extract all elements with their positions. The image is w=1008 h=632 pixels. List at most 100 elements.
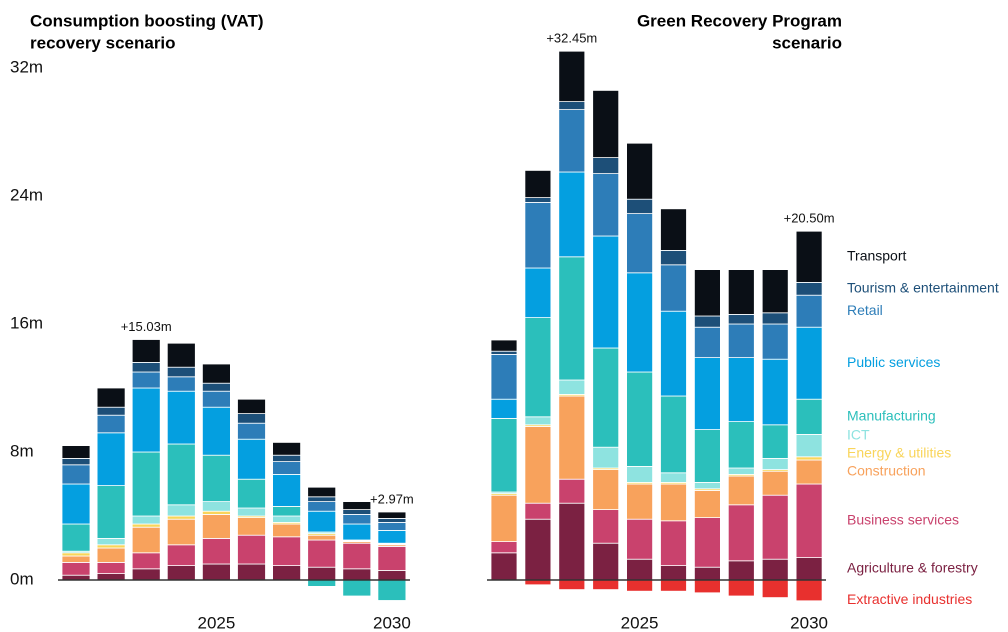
bar-segment <box>96 547 126 563</box>
bar-segment <box>660 483 687 522</box>
bar-segment <box>307 566 337 581</box>
bar-segment <box>96 387 126 408</box>
bar-segment <box>131 515 161 525</box>
legend-label: Public services <box>847 354 940 370</box>
bar-segment <box>237 398 266 415</box>
bar-segment <box>795 579 823 602</box>
bar-segment <box>761 558 789 581</box>
bar-segment <box>307 486 337 498</box>
y-tick-label: 32m <box>10 57 43 76</box>
bar-segment <box>761 470 789 496</box>
bar-segment <box>272 505 302 517</box>
chart-title: Green Recovery Program <box>637 11 842 30</box>
bar-segment <box>694 269 721 317</box>
x-tick-label: 2025 <box>197 613 235 632</box>
bar-segment <box>166 342 196 368</box>
bar-segment <box>96 544 126 549</box>
bar-segment <box>660 565 687 581</box>
bar-segment <box>761 579 789 599</box>
y-tick-label: 16m <box>10 313 43 332</box>
bar-segment <box>490 552 518 581</box>
bar-segment <box>201 390 231 408</box>
bar-segment <box>727 323 755 358</box>
bar-segment <box>131 552 161 570</box>
bar-segment <box>237 507 266 517</box>
legend-label: Agriculture & forestry <box>847 560 978 576</box>
bar-segment <box>166 504 196 517</box>
bar-segment <box>96 562 126 575</box>
bar-segment <box>592 90 620 158</box>
bar-segment <box>377 511 407 519</box>
bar-segment <box>626 558 653 581</box>
bar-segment <box>592 542 620 581</box>
bar-segment <box>166 443 196 506</box>
bar-segment <box>592 173 620 237</box>
bar-segment <box>131 361 161 373</box>
bar-segment <box>237 478 266 509</box>
bar-segment <box>342 501 372 511</box>
bar-segment <box>524 267 552 318</box>
bar-segment <box>626 371 653 467</box>
bar-segment <box>201 382 231 392</box>
bar-segment <box>795 459 823 485</box>
bar-segment <box>761 457 789 470</box>
legend-label: Manufacturing <box>847 408 936 424</box>
bar-segment <box>524 169 552 198</box>
bar-segment <box>490 353 518 400</box>
bar-segment <box>237 438 266 480</box>
bar-segment <box>694 489 721 518</box>
bar-segment <box>626 579 653 592</box>
bar-segment <box>131 371 161 389</box>
bar-segment <box>524 197 552 203</box>
bar-segment <box>131 526 161 554</box>
bar-segment <box>558 579 586 591</box>
bar-segment <box>524 502 552 520</box>
bar-segment <box>377 579 407 601</box>
bar-segment <box>272 441 302 456</box>
bar-segment <box>131 568 161 581</box>
bar-segment <box>626 483 653 520</box>
bar-segment <box>61 464 91 485</box>
bar-segment <box>592 446 620 469</box>
bar-segment <box>660 264 687 312</box>
bar-segment <box>694 481 721 490</box>
bar-segment <box>166 390 196 445</box>
x-tick-label: 2025 <box>621 613 659 632</box>
bar-segment <box>377 546 407 571</box>
chart-title: Consumption boosting (VAT) <box>30 11 264 30</box>
x-tick-label: 2030 <box>790 613 828 632</box>
bar-segment <box>490 339 518 352</box>
y-tick-label: 24m <box>10 185 43 204</box>
bar-segment <box>626 142 653 200</box>
bar-segment <box>727 504 755 562</box>
bar-segment <box>558 50 586 103</box>
bar-segment <box>490 494 518 543</box>
bar-segment <box>694 517 721 568</box>
bar-segment <box>558 171 586 258</box>
bar-segment <box>761 323 789 360</box>
bar-segment <box>795 281 823 296</box>
bar-segment <box>626 272 653 373</box>
bar-segment <box>524 425 552 504</box>
bar-segment <box>131 523 161 528</box>
bar-segment <box>61 483 91 525</box>
bar-segment <box>795 326 823 400</box>
y-tick-label: 0m <box>10 569 34 588</box>
bar-segment <box>272 515 302 523</box>
legend-label: ICT <box>847 427 870 443</box>
bar-segment <box>660 520 687 566</box>
bar-segment <box>727 313 755 325</box>
bar-segment <box>761 312 789 325</box>
bar-segment <box>131 451 161 517</box>
bar-segment <box>795 294 823 328</box>
bar-segment <box>237 422 266 440</box>
bar-segment <box>626 213 653 274</box>
bar-segment <box>237 534 266 565</box>
bar-segment <box>342 579 372 597</box>
bar-segment <box>626 198 653 214</box>
annotation: +2.97m <box>370 491 414 506</box>
bar-segment <box>558 101 586 110</box>
bar-segment <box>626 518 653 560</box>
bar-segment <box>237 563 266 581</box>
bar-segment <box>660 310 687 397</box>
